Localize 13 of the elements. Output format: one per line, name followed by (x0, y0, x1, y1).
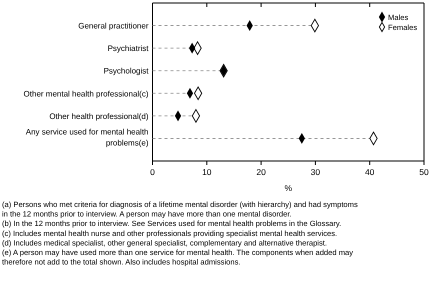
x-tick-label: 50 (419, 167, 429, 177)
x-axis-title: % (284, 183, 292, 193)
y-tick-label: Any service used for mental health problems(e) (26, 128, 149, 148)
y-tick-label: Other mental health professional(c) (24, 89, 149, 98)
x-tick-label: 10 (202, 167, 212, 177)
x-tick-label: 0 (150, 167, 156, 177)
x-tick-label: 20 (256, 167, 266, 177)
y-tick-label: Psychiatrist (108, 44, 150, 54)
x-tick-label: 40 (364, 167, 375, 177)
x-tick-label: 30 (310, 167, 320, 177)
y-tick-label: General practitioner (78, 22, 149, 31)
y-tick-label: Other health professional(d) (49, 112, 149, 121)
y-tick-label: Psychologist (104, 66, 150, 76)
